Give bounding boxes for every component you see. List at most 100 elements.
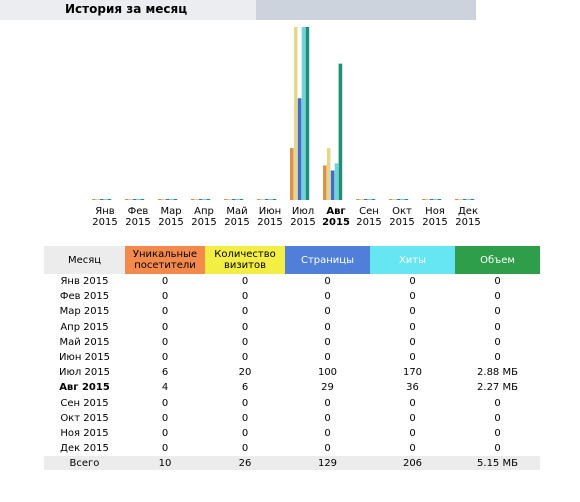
chart-month-label: Янв 2015 — [90, 206, 120, 228]
bar-unique — [422, 199, 426, 200]
cell-visits: 0 — [241, 397, 249, 409]
year-label-text: 2015 — [290, 217, 316, 228]
bar-unique — [389, 199, 393, 200]
year-label-text: 2015 — [322, 217, 350, 228]
bar-visits — [194, 199, 199, 200]
bar-bandwidth — [470, 199, 475, 200]
year-label-text: 2015 — [125, 217, 151, 228]
bar-unique — [158, 199, 162, 200]
month-label-text: Июн — [258, 206, 282, 217]
bar-visits — [458, 199, 463, 200]
bar-bandwidth — [338, 63, 343, 200]
bar-bandwidth — [239, 199, 244, 200]
cell-pages: 0 — [324, 291, 331, 303]
cell-month: Дек 2015 — [60, 443, 109, 455]
chart-month-label: Июн 2015 — [255, 206, 285, 228]
cell-pages: 0 — [324, 336, 331, 348]
cell-bandwidth: 0 — [494, 276, 501, 288]
cell-bandwidth: 2.88 МБ — [477, 367, 518, 379]
cell-pages: 0 — [324, 306, 331, 318]
bar-bandwidth — [107, 199, 112, 200]
bar-bandwidth — [371, 199, 376, 200]
chart-month-label: Фев 2015 — [123, 206, 153, 228]
bar-pages — [264, 199, 269, 200]
table-row: Июл 2015 6 20 100 170 2.88 МБ — [44, 365, 540, 380]
table-row: Мар 2015 0 0 0 0 0 — [44, 304, 540, 319]
cell-unique: 0 — [161, 291, 169, 303]
cell-hits: 0 — [409, 352, 416, 364]
cell-unique: 0 — [161, 397, 169, 409]
col-header-pages: Страницы — [285, 246, 370, 274]
bar-visits — [95, 199, 100, 200]
cell-month: Мар 2015 — [59, 306, 110, 318]
year-label-text: 2015 — [356, 217, 382, 228]
bar-bandwidth — [206, 199, 211, 200]
bar-hits — [136, 199, 141, 200]
bar-visits — [260, 199, 265, 200]
cell-pages: 0 — [324, 443, 331, 455]
table-row: Апр 2015 0 0 0 0 0 — [44, 320, 540, 335]
bar-hits — [301, 27, 306, 200]
month-label-text: Дек — [457, 206, 478, 217]
total-pages: 129 — [285, 456, 370, 471]
cell-visits: 0 — [241, 352, 249, 364]
bar-hits — [169, 199, 174, 200]
table-row: Ноя 2015 0 0 0 0 0 — [44, 426, 540, 441]
bar-visits — [161, 199, 166, 200]
month-label-text: Фев — [127, 206, 149, 217]
cell-hits: 0 — [409, 306, 416, 318]
bar-hits — [433, 199, 438, 200]
cell-visits: 0 — [241, 412, 249, 424]
cell-unique: 0 — [161, 306, 169, 318]
month-label-text: Окт — [392, 206, 412, 217]
col-header-unique: Уникальные посетители — [125, 246, 205, 274]
col-header-month: Месяц — [44, 246, 125, 274]
bar-hits — [202, 199, 207, 200]
table-row: Фев 2015 0 0 0 0 0 — [44, 289, 540, 304]
cell-visits: 0 — [241, 336, 249, 348]
chart-month-label: Ноя 2015 — [420, 206, 450, 228]
month-label-text: Май — [226, 206, 248, 217]
cell-bandwidth: 0 — [494, 321, 501, 333]
bar-visits — [227, 199, 232, 200]
cell-month: Май 2015 — [59, 336, 110, 348]
cell-visits: 0 — [241, 427, 249, 439]
bar-pages — [99, 199, 104, 200]
bar-hits — [334, 163, 339, 200]
cell-bandwidth: 0 — [494, 397, 501, 409]
year-label-text: 2015 — [455, 217, 481, 228]
bar-bandwidth — [272, 199, 277, 200]
chart-month-label: Июл 2015 — [288, 206, 318, 228]
bar-unique — [356, 199, 360, 200]
chart-month-label: Май 2015 — [222, 206, 252, 228]
year-label-text: 2015 — [158, 217, 184, 228]
cell-unique: 0 — [161, 321, 169, 333]
cell-hits: 0 — [409, 336, 416, 348]
chart-month-label: Авг 2015 — [321, 206, 351, 228]
cell-hits: 0 — [409, 291, 416, 303]
cell-pages: 0 — [324, 276, 331, 288]
cell-visits: 0 — [241, 321, 249, 333]
bar-bandwidth — [173, 199, 178, 200]
cell-unique: 4 — [161, 382, 169, 394]
cell-hits: 0 — [409, 276, 416, 288]
bar-visits — [392, 199, 397, 200]
bar-pages — [297, 98, 302, 200]
col-header-visits: Количество визитов — [205, 246, 285, 274]
table-total-row: Всего 10 26 129 206 5.15 МБ — [44, 456, 540, 471]
cell-bandwidth: 0 — [494, 352, 501, 364]
bar-visits — [326, 148, 331, 200]
chart-month-label: Дек 2015 — [453, 206, 483, 228]
bar-pages — [396, 199, 401, 200]
year-label-text: 2015 — [257, 217, 283, 228]
monthly-stats-table: Месяц Уникальные посетители Количество в… — [44, 246, 540, 471]
cell-visits: 0 — [241, 291, 249, 303]
cell-hits: 170 — [402, 367, 423, 379]
total-bandwidth: 5.15 МБ — [455, 456, 540, 471]
year-label-text: 2015 — [422, 217, 448, 228]
bar-pages — [231, 199, 236, 200]
cell-month: Ноя 2015 — [60, 427, 109, 439]
cell-bandwidth: 0 — [494, 443, 501, 455]
table-row: Окт 2015 0 0 0 0 0 — [44, 411, 540, 426]
cell-month: Июн 2015 — [58, 352, 111, 364]
